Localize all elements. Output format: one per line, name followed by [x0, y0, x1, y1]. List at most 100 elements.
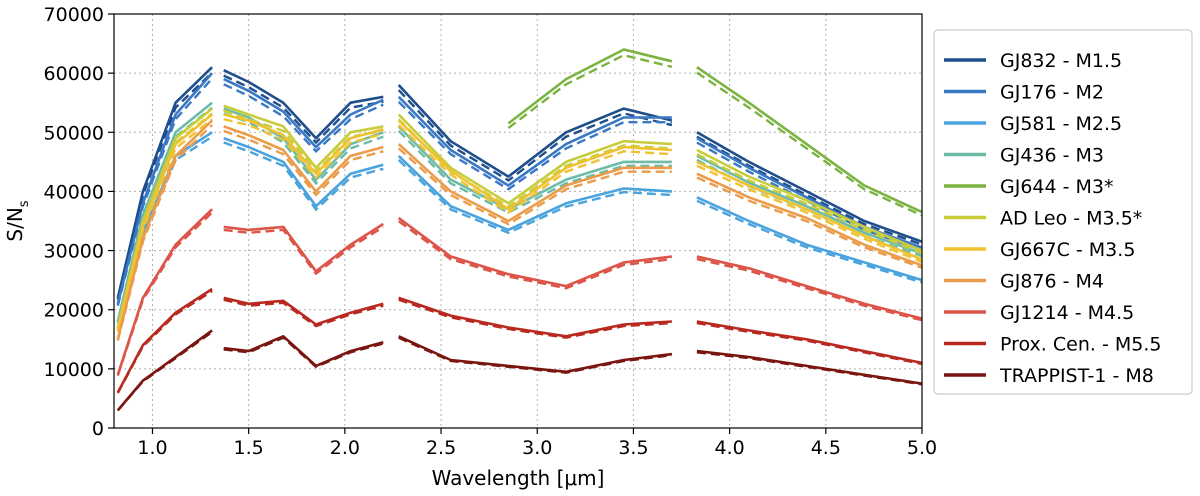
series-6 — [116, 113, 923, 333]
series-line-dashed — [116, 71, 213, 301]
series-line — [223, 104, 384, 170]
series-line-dashed — [507, 53, 673, 129]
series-line — [116, 72, 214, 305]
x-axis: 1.0 1.5 2.0 2.5 3.0 3.5 4.0 4.5 5.0 — [137, 428, 937, 459]
series-line — [696, 160, 923, 261]
series-line — [397, 154, 672, 232]
series-line-dashed — [696, 351, 923, 386]
series-line — [696, 66, 923, 214]
series-line-dashed — [397, 159, 672, 235]
series-line-dashed — [696, 164, 923, 264]
series-line-dashed — [397, 100, 672, 191]
series-line — [223, 77, 384, 149]
series-line-dashed — [223, 141, 384, 212]
series-line — [397, 216, 673, 288]
series-7 — [116, 119, 923, 341]
series-line-dashed — [116, 77, 213, 306]
series-line-dashed — [696, 176, 923, 269]
series-line — [398, 296, 672, 338]
series-line-dashed — [223, 336, 384, 369]
x-axis-label: Wavelength [μm] — [432, 466, 605, 490]
x-tick-label: 1.0 — [137, 437, 167, 459]
series-line — [696, 148, 923, 252]
series-line — [696, 255, 923, 320]
series-line-dashed — [116, 124, 213, 341]
series-10 — [116, 329, 923, 412]
y-tick-label: 70000 — [44, 4, 104, 26]
series-line — [116, 119, 214, 340]
series-line — [397, 84, 673, 178]
legend-label: GJ644 - M3* — [1000, 176, 1114, 198]
y-axis: 0 10000 20000 30000 40000 50000 60000 70000 — [44, 4, 114, 440]
y-tick-label: 50000 — [44, 122, 104, 144]
legend: GJ832 - M1.5 GJ176 - M2 GJ581 - M2.5 GJ436 … — [933, 29, 1193, 395]
y-axis-label-sub: s — [17, 200, 32, 207]
series-line — [398, 335, 673, 374]
series-4 — [507, 48, 923, 217]
series-line-dashed — [397, 89, 673, 182]
y-tick-label: 10000 — [44, 359, 104, 381]
series-line-dashed — [223, 83, 384, 153]
series-8 — [116, 208, 923, 376]
series-line-dashed — [223, 74, 384, 145]
y-tick-label: 20000 — [44, 300, 104, 322]
y-tick-label: 40000 — [44, 181, 104, 203]
series-line-dashed — [116, 118, 213, 333]
series-line — [397, 125, 672, 211]
x-tick-label: 1.5 — [234, 437, 264, 459]
legend-label: GJ436 - M3 — [1000, 145, 1104, 167]
series-line-dashed — [696, 199, 923, 284]
series-line — [223, 125, 384, 193]
series-line — [116, 208, 214, 376]
series-line-dashed — [223, 298, 384, 328]
series-line — [696, 196, 923, 282]
legend-label: GJ667C - M3.5 — [1000, 239, 1135, 261]
series-line-dashed — [696, 71, 923, 217]
series-line-dashed — [696, 321, 923, 366]
x-tick-label: 3.0 — [522, 437, 552, 459]
legend-label: GJ581 - M2.5 — [1000, 113, 1122, 135]
series-line-dashed — [397, 124, 672, 214]
legend-frame — [933, 29, 1193, 395]
legend-label: GJ1214 - M4.5 — [1000, 302, 1134, 324]
series-line — [223, 296, 384, 326]
series-line — [223, 222, 384, 273]
series-line-dashed — [116, 330, 213, 412]
series-line — [397, 113, 672, 205]
series-line-dashed — [116, 290, 213, 394]
series-9 — [116, 287, 923, 394]
series-lines — [116, 48, 923, 412]
x-tick-label: 2.5 — [426, 437, 456, 459]
series-line-dashed — [223, 118, 384, 180]
y-tick-label: 30000 — [44, 241, 104, 263]
legend-label: GJ832 - M1.5 — [1000, 50, 1122, 72]
y-axis-label-main: S/N — [3, 207, 27, 241]
series-line — [696, 172, 923, 267]
series-line — [696, 154, 923, 255]
series-0 — [116, 66, 923, 301]
series-line-dashed — [398, 336, 673, 374]
series-line — [223, 334, 384, 368]
series-line-dashed — [397, 220, 673, 290]
series-line-dashed — [696, 257, 923, 322]
series-line-dashed — [398, 298, 672, 339]
series-line — [696, 131, 923, 243]
series-line-dashed — [696, 153, 923, 255]
legend-label: AD Leo - M3.5* — [1000, 208, 1142, 230]
y-tick-label: 60000 — [44, 63, 104, 85]
series-line-dashed — [397, 147, 672, 226]
legend-label: GJ876 - M4 — [1000, 271, 1104, 293]
series-line-dashed — [223, 129, 384, 197]
series-line — [116, 113, 213, 331]
x-tick-label: 2.0 — [330, 437, 360, 459]
series-line — [397, 119, 672, 211]
legend-label: Prox. Cen. - M5.5 — [1000, 334, 1161, 356]
series-line — [223, 69, 384, 140]
legend-label: TRAPPIST-1 - M8 — [999, 365, 1154, 387]
series-line — [397, 95, 672, 187]
series-line — [397, 143, 672, 223]
series-line — [507, 48, 673, 125]
plot-frame — [113, 13, 923, 429]
series-line — [223, 113, 384, 175]
y-tick-label: 0 — [92, 418, 104, 440]
